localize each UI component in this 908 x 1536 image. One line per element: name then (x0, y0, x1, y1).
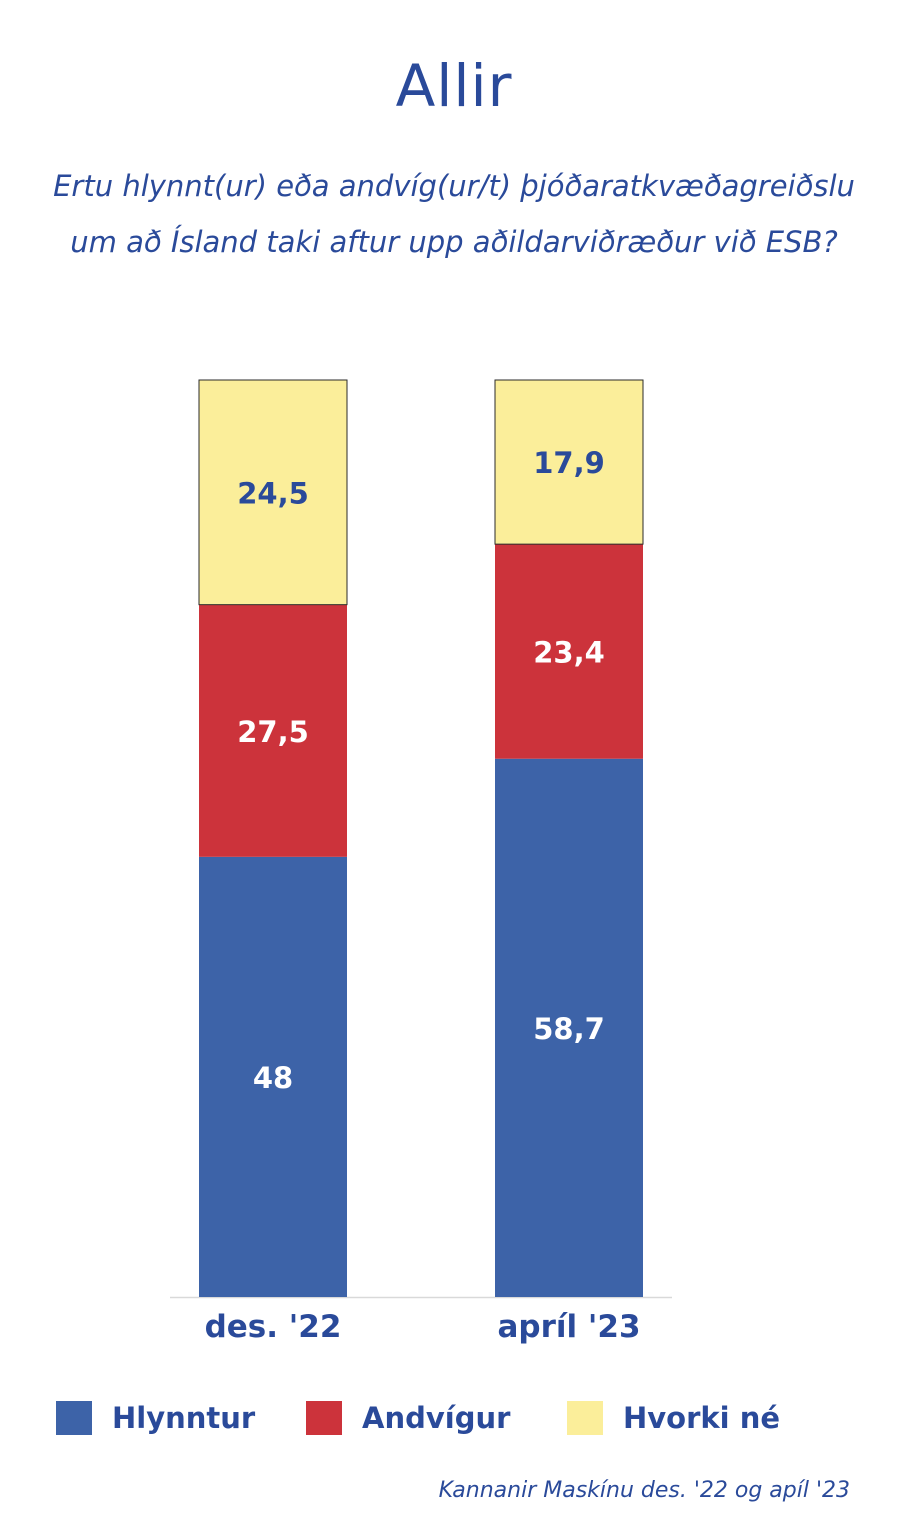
chart-legend: Hlynntur Andvígur Hvorki né (0, 1398, 908, 1438)
bar-hvorki-ne-0 (198, 379, 348, 606)
data-label-andvigur-0: 27,5 (237, 715, 309, 749)
stacked-bar-chart: 48 27,5 24,5 des. '22 58,7 23,4 17,9 apríl '23 (170, 379, 672, 1345)
subtitle-line-1: Ertu hlynnt(ur) eða andvíg(ur/t) þjóðara… (53, 169, 855, 203)
legend-label-andvigur: Andvígur (362, 1401, 511, 1435)
bar-andvigur-0 (199, 604, 347, 857)
chart-title: Allir (395, 52, 513, 120)
chart-subtitle: Ertu hlynnt(ur) eða andvíg(ur/t) þjóðara… (20, 158, 888, 270)
legend-item-andvigur: Andvígur (306, 1398, 510, 1438)
bar-hlynntur-1 (495, 758, 643, 1297)
data-label-hlynntur-0: 48 (253, 1061, 293, 1095)
subtitle-line-2: um að Ísland taki aftur upp aðildarviðræ… (70, 225, 838, 259)
legend-swatch-andvigur (306, 1401, 342, 1435)
legend-item-hvorki-ne: Hvorki né (567, 1398, 780, 1438)
source-note: Kannanir Maskínu des. '22 og apíl '23 (438, 1478, 850, 1503)
x-tick-label-0: des. '22 (205, 1309, 342, 1345)
data-label-hvorki-ne-1: 17,9 (533, 446, 605, 480)
data-label-andvigur-1: 23,4 (533, 635, 605, 669)
bar-andvigur-1 (495, 544, 643, 759)
legend-label-hlynntur: Hlynntur (112, 1401, 256, 1435)
data-label-hvorki-ne-0: 24,5 (237, 476, 309, 510)
legend-swatch-hlynntur (56, 1401, 92, 1435)
x-tick-label-1: apríl '23 (497, 1309, 640, 1345)
bar-hlynntur-0 (199, 856, 347, 1297)
legend-swatch-hvorki-ne (567, 1401, 603, 1435)
bar-hvorki-ne-1 (494, 379, 644, 545)
legend-label-hvorki-ne: Hvorki né (623, 1401, 781, 1435)
data-label-hlynntur-1: 58,7 (533, 1012, 605, 1046)
legend-item-hlynntur: Hlynntur (56, 1398, 255, 1438)
